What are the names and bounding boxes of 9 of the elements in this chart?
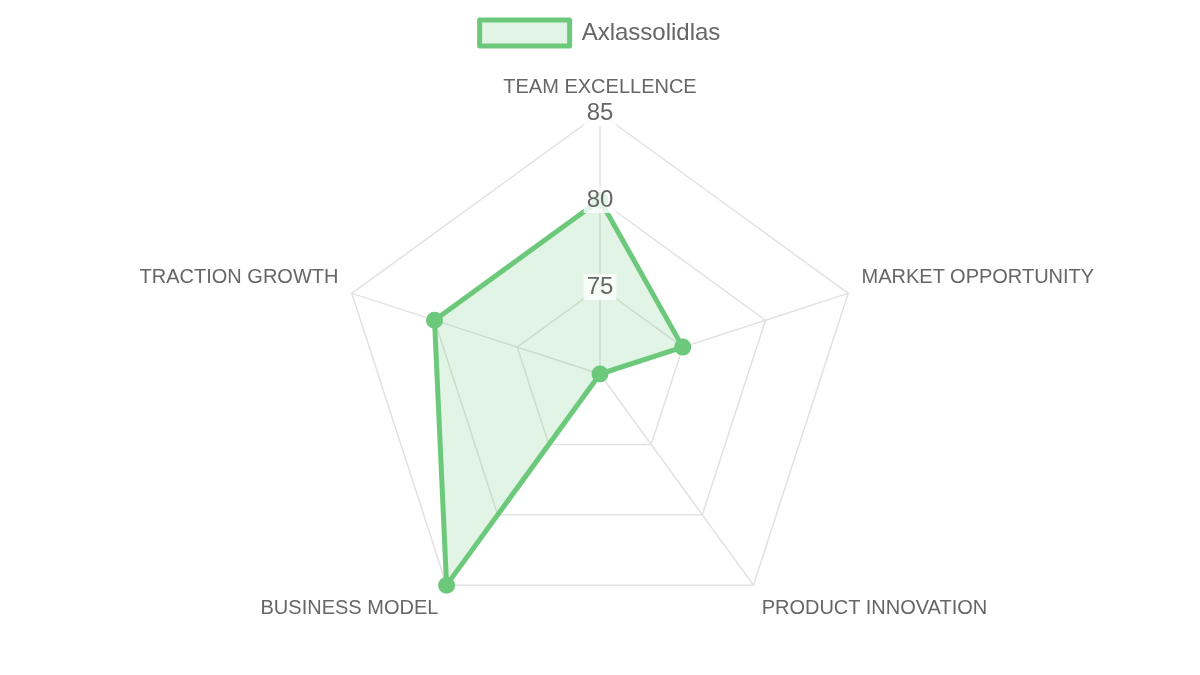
spoke-label: TEAM EXCELLENCE <box>503 74 697 97</box>
spoke-label: BUSINESS MODEL <box>260 596 439 618</box>
legend-label: Axlassolidlas <box>581 17 721 45</box>
y-tick-label: 85 <box>586 97 614 125</box>
spoke-label: PRODUCT INNOVATION <box>761 596 988 618</box>
y-tick-label: 75 <box>586 271 614 299</box>
spoke-label: TRACTION GROWTH <box>139 264 339 287</box>
spoke-label: MARKET OPPORTUNITY <box>861 264 1095 287</box>
y-tick-label: 80 <box>586 184 614 212</box>
